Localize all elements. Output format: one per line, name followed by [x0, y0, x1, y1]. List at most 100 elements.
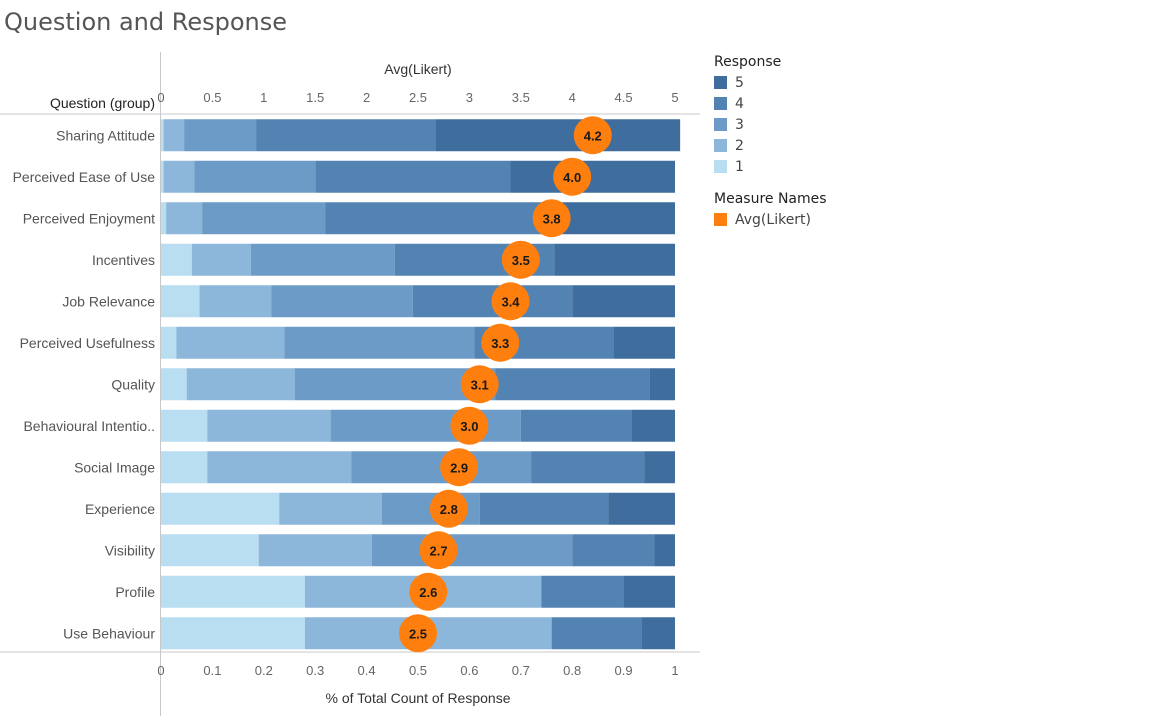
bottom-axis-tick: 0.8 [563, 663, 581, 678]
legend-swatch [714, 76, 727, 89]
legend-label: Avg(Likert) [735, 211, 812, 228]
row-label: Sharing Attitude [56, 127, 155, 143]
bar-segment-response-4 [551, 617, 642, 650]
avg-likert-label: 3.1 [471, 377, 489, 392]
row-label: Perceived Usefulness [20, 335, 155, 351]
avg-likert-marker [440, 448, 479, 487]
bar-segment-response-5 [641, 617, 675, 650]
bar-segment-response-4 [325, 202, 542, 235]
bar-segment-response-2 [166, 202, 203, 235]
bottom-axis-tick: 0.2 [255, 663, 273, 678]
bar-segment-response-5 [654, 534, 675, 567]
avg-likert-label: 4.2 [584, 128, 602, 143]
avg-likert-marker [553, 157, 592, 196]
bar-segment-response-5 [644, 451, 675, 484]
legend-label: 1 [735, 158, 744, 175]
bar-segment-response-5 [623, 575, 675, 608]
avg-likert-marker [501, 240, 540, 279]
page-title: Question and Response [4, 8, 288, 36]
top-axis-tick: 2.5 [409, 90, 427, 105]
bottom-axis-tick: 0.4 [358, 663, 376, 678]
bottom-axis-tick: 0.7 [512, 663, 530, 678]
top-axis-tick: 4.5 [615, 90, 633, 105]
response-legend-item[interactable]: 2 [714, 135, 827, 156]
response-legend-item[interactable]: 5 [714, 72, 827, 93]
bottom-axis-tick: 0.9 [615, 663, 633, 678]
top-axis-tick: 3.5 [512, 90, 530, 105]
avg-likert-label: 2.5 [409, 626, 427, 641]
bar-segment-response-1 [161, 368, 187, 401]
bar-segment-response-5 [608, 492, 675, 525]
legend-label: 3 [735, 116, 744, 133]
avg-likert-label: 2.6 [419, 585, 437, 600]
top-axis-tick: 4 [569, 90, 576, 105]
legend-swatch [714, 139, 727, 152]
bar-segment-response-2 [191, 243, 251, 276]
legend-label: 4 [735, 95, 744, 112]
bar-segment-response-4 [315, 160, 511, 193]
legend-swatch [714, 213, 727, 226]
avg-likert-marker [419, 531, 458, 570]
bar-segment-response-3 [202, 202, 326, 235]
bar-segment-response-5 [554, 243, 675, 276]
bottom-axis-tick: 0.6 [460, 663, 478, 678]
bar-segment-response-1 [161, 160, 164, 193]
top-axis-label: Avg(Likert) [384, 61, 451, 77]
response-legend-item[interactable]: 4 [714, 93, 827, 114]
bar-segment-response-2 [186, 368, 295, 401]
bar-segment-response-1 [161, 451, 208, 484]
avg-likert-label: 3.3 [491, 336, 509, 351]
bar-segment-response-1 [161, 575, 305, 608]
response-legend-item[interactable]: 1 [714, 156, 827, 177]
measure-legend-title: Measure Names [714, 191, 827, 207]
chart: Question (group) Avg(Likert) 0 0.5 1 1.5 2 2.5 3… [0, 52, 700, 716]
top-axis-tick: 2 [363, 90, 370, 105]
legend-swatch [714, 118, 727, 131]
top-axis-tick: 5 [671, 90, 678, 105]
legend: Response 5 4 3 2 1 Measure Names Avg(Likert) [714, 54, 827, 230]
avg-likert-marker [399, 614, 437, 653]
bar-segment-response-4 [479, 492, 609, 525]
bar-segment-response-4 [256, 119, 436, 152]
bar-segment-response-3 [371, 534, 573, 567]
bar-segment-response-2 [163, 119, 185, 152]
bar-segment-response-3 [330, 409, 521, 442]
top-axis-tick: 1.5 [306, 90, 324, 105]
bar-segment-response-3 [184, 119, 257, 152]
row-label: Profile [115, 584, 155, 600]
response-legend-title: Response [714, 54, 782, 70]
top-axis-tick: 0.5 [203, 90, 221, 105]
bar-segment-response-2 [279, 492, 383, 525]
legend-label: 2 [735, 137, 744, 154]
bar-segment-response-2 [163, 160, 195, 193]
top-axis-tick: 0 [157, 90, 164, 105]
top-axis-tick: 1 [260, 90, 267, 105]
bar-segment-response-2 [258, 534, 372, 567]
bar-segment-response-3 [194, 160, 316, 193]
bar-segment-response-5 [649, 368, 675, 401]
bar-segment-response-2 [207, 409, 331, 442]
avg-likert-marker [409, 572, 448, 611]
bar-segment-response-2 [199, 285, 272, 318]
legend-swatch [714, 97, 727, 110]
avg-likert-label: 2.8 [440, 502, 458, 517]
bar-segment-response-2 [207, 451, 352, 484]
avg-likert-marker [429, 489, 468, 528]
row-label: Perceived Ease of Use [13, 169, 156, 185]
row-label: Behavioural Intentio.. [23, 418, 155, 434]
bar-segment-response-1 [161, 534, 259, 567]
bar-segment-response-2 [176, 326, 285, 359]
bar-segment-response-5 [631, 409, 675, 442]
measure-legend-item[interactable]: Avg(Likert) [714, 209, 827, 230]
avg-likert-marker [460, 365, 499, 404]
avg-likert-label: 3.4 [501, 294, 520, 309]
avg-likert-label: 3.5 [512, 253, 530, 268]
bar-segment-response-4 [541, 575, 624, 608]
row-label: Incentives [92, 252, 155, 268]
row-label: Use Behaviour [63, 625, 155, 641]
row-label: Social Image [74, 459, 155, 475]
bottom-axis-tick: 1 [671, 663, 678, 678]
row-header: Question (group) [50, 95, 155, 111]
response-legend-item[interactable]: 3 [714, 114, 827, 135]
avg-likert-marker [532, 199, 571, 238]
